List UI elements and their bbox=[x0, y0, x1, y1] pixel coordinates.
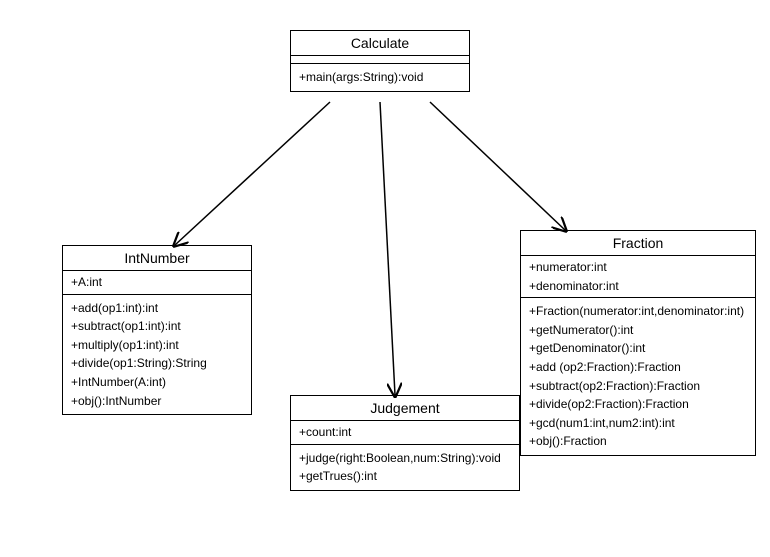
method: +gcd(num1:int,num2:int):int bbox=[529, 414, 747, 433]
method: +Fraction(numerator:int,denominator:int) bbox=[529, 302, 747, 321]
attribute: +numerator:int bbox=[529, 258, 747, 277]
class-methods: +main(args:String):void bbox=[291, 64, 469, 91]
attribute: +count:int bbox=[299, 423, 511, 442]
class-fraction: Fraction +numerator:int +denominator:int… bbox=[520, 230, 756, 456]
attribute: +denominator:int bbox=[529, 277, 747, 296]
class-attributes: +numerator:int +denominator:int bbox=[521, 256, 755, 298]
edge-calculate-intnumber bbox=[175, 102, 330, 245]
method: +IntNumber(A:int) bbox=[71, 373, 243, 392]
class-title: IntNumber bbox=[63, 246, 251, 271]
class-attributes: +A:int bbox=[63, 271, 251, 295]
edge-calculate-fraction bbox=[430, 102, 565, 230]
class-title: Calculate bbox=[291, 31, 469, 56]
method: +subtract(op2:Fraction):Fraction bbox=[529, 377, 747, 396]
method: +main(args:String):void bbox=[299, 68, 461, 87]
method: +multiply(op1:int):int bbox=[71, 336, 243, 355]
class-intnumber: IntNumber +A:int +add(op1:int):int +subt… bbox=[62, 245, 252, 415]
method: +getNumerator():int bbox=[529, 321, 747, 340]
method: +add(op1:int):int bbox=[71, 299, 243, 318]
method: +subtract(op1:int):int bbox=[71, 317, 243, 336]
class-title: Judgement bbox=[291, 396, 519, 421]
class-methods: +judge(right:Boolean,num:String):void +g… bbox=[291, 445, 519, 490]
method: +getDenominator():int bbox=[529, 339, 747, 358]
class-title: Fraction bbox=[521, 231, 755, 256]
method: +obj():Fraction bbox=[529, 432, 747, 451]
method: +judge(right:Boolean,num:String):void bbox=[299, 449, 511, 468]
class-judgement: Judgement +count:int +judge(right:Boolea… bbox=[290, 395, 520, 491]
class-methods: +Fraction(numerator:int,denominator:int)… bbox=[521, 298, 755, 455]
attribute: +A:int bbox=[71, 273, 243, 292]
class-attributes: +count:int bbox=[291, 421, 519, 445]
method: +add (op2:Fraction):Fraction bbox=[529, 358, 747, 377]
method: +getTrues():int bbox=[299, 467, 511, 486]
method: +obj():IntNumber bbox=[71, 392, 243, 411]
class-calculate: Calculate +main(args:String):void bbox=[290, 30, 470, 92]
class-attributes bbox=[291, 56, 469, 64]
edge-calculate-judgement bbox=[380, 102, 395, 395]
class-methods: +add(op1:int):int +subtract(op1:int):int… bbox=[63, 295, 251, 415]
method: +divide(op1:String):String bbox=[71, 354, 243, 373]
method: +divide(op2:Fraction):Fraction bbox=[529, 395, 747, 414]
